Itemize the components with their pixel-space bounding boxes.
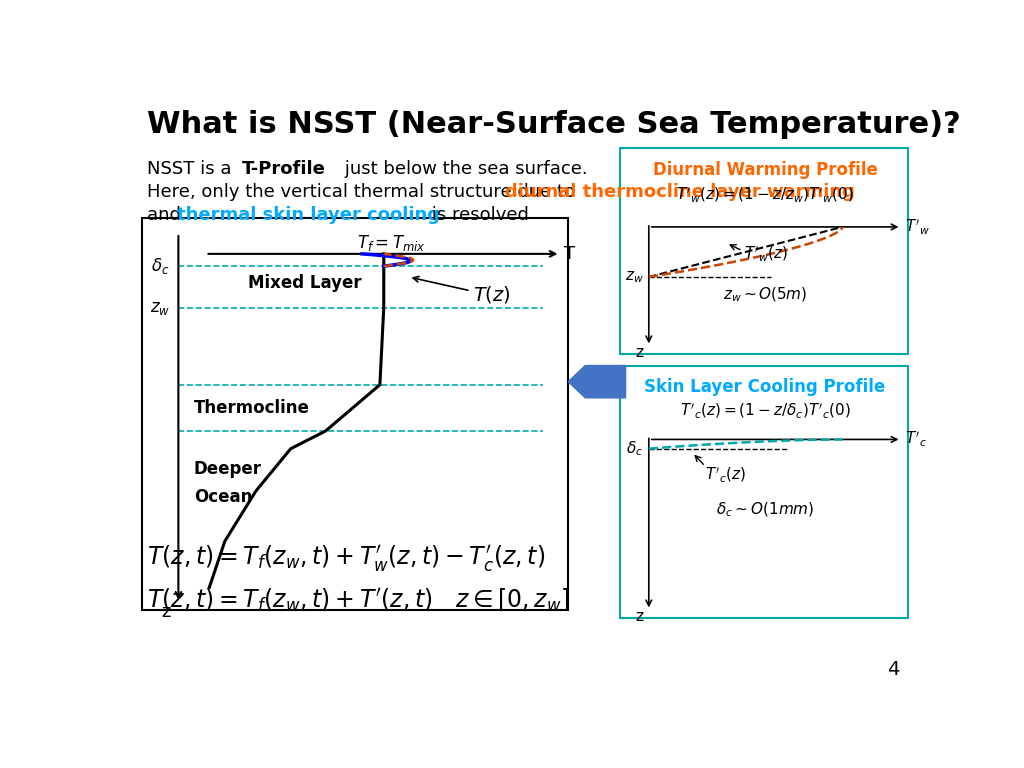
Text: thermal skin layer cooling: thermal skin layer cooling (177, 206, 440, 224)
Text: $T'_w(z) = (1 - z/z_w)T'_w(0)$: $T'_w(z) = (1 - z/z_w)T'_w(0)$ (676, 184, 854, 204)
Text: just below the sea surface.: just below the sea surface. (339, 160, 588, 178)
Text: $T'_w(z)$: $T'_w(z)$ (744, 244, 787, 263)
Bar (621, 148, 908, 354)
Bar (142, 217, 568, 611)
Text: Here, only the vertical thermal structure due to: Here, only the vertical thermal structur… (147, 183, 582, 201)
Text: $T(z,t) = T_f(z_w,t) + T^{\prime}(z,t)$   $z \in [0, z_w]$: $T(z,t) = T_f(z_w,t) + T^{\prime}(z,t)$ … (147, 587, 569, 614)
Text: z: z (635, 345, 643, 359)
Text: Diurnal Warming Profile: Diurnal Warming Profile (652, 161, 878, 180)
Text: diurnal thermocline layer warming: diurnal thermocline layer warming (506, 183, 855, 201)
Bar (621, 366, 908, 618)
Text: T-Profile: T-Profile (242, 160, 326, 178)
Text: Thermocline: Thermocline (194, 399, 309, 417)
Text: $T(z)$: $T(z)$ (473, 284, 511, 305)
Text: $T'_w$: $T'_w$ (905, 217, 930, 237)
Text: is resolved: is resolved (426, 206, 529, 224)
Text: $\delta_c$: $\delta_c$ (152, 257, 170, 276)
Text: $T'_c(z) = (1 - z/\delta_c)T'_c(0)$: $T'_c(z) = (1 - z/\delta_c)T'_c(0)$ (680, 401, 850, 420)
Text: $T(z,t) = T_f(z_w,t) + T^{\prime}_w(z,t) - T^{\prime}_c(z,t)$: $T(z,t) = T_f(z_w,t) + T^{\prime}_w(z,t)… (147, 544, 546, 574)
Text: $T'_c$: $T'_c$ (905, 430, 927, 449)
Text: z: z (161, 603, 171, 621)
FancyArrow shape (568, 366, 626, 398)
Text: $z_w$: $z_w$ (150, 299, 170, 316)
Text: $\delta_c \sim O(1mm)$: $\delta_c \sim O(1mm)$ (716, 501, 814, 519)
Text: Ocean: Ocean (194, 488, 252, 506)
Text: $\delta_c$: $\delta_c$ (627, 439, 643, 458)
Text: Deeper: Deeper (194, 461, 262, 478)
Text: $T'_c(z)$: $T'_c(z)$ (706, 465, 746, 484)
Text: $z_w \sim O(5m)$: $z_w \sim O(5m)$ (723, 286, 807, 304)
Text: Skin Layer Cooling Profile: Skin Layer Cooling Profile (644, 378, 886, 396)
Text: Mixed Layer: Mixed Layer (248, 274, 361, 292)
Text: What is NSST (Near-Surface Sea Temperature)?: What is NSST (Near-Surface Sea Temperatu… (147, 110, 962, 139)
Text: $z_w$: $z_w$ (625, 269, 643, 285)
Text: $T_f = T_{mix}$: $T_f = T_{mix}$ (356, 233, 426, 253)
Text: NSST is a: NSST is a (147, 160, 238, 178)
Text: z: z (635, 609, 643, 624)
Text: T: T (564, 245, 575, 263)
Text: and: and (147, 206, 187, 224)
Text: 4: 4 (887, 660, 899, 679)
